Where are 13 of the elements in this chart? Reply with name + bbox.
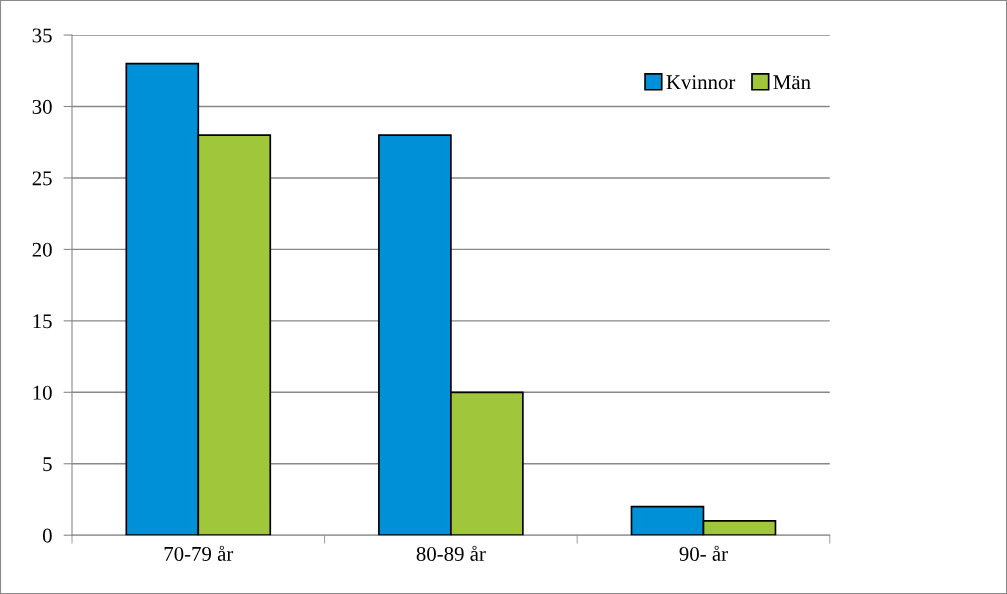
y-tick-label: 15 <box>33 314 52 329</box>
y-tick-label: 5 <box>43 457 52 472</box>
y-tick-label: 20 <box>32 242 52 257</box>
x-tick-label: 70-79 år <box>164 545 234 561</box>
legend-label: Kvinnor <box>666 75 736 90</box>
legend-label: Män <box>773 75 811 90</box>
y-tick-label: 25 <box>32 171 52 186</box>
y-tick-label: 35 <box>32 28 52 43</box>
y-tick-label: 10 <box>33 385 52 400</box>
x-tick-label: 80-89 år <box>416 545 486 561</box>
x-tick-label: 90- år <box>679 545 728 561</box>
y-tick-label: 0 <box>42 528 52 543</box>
y-tick-label: 30 <box>32 99 52 114</box>
